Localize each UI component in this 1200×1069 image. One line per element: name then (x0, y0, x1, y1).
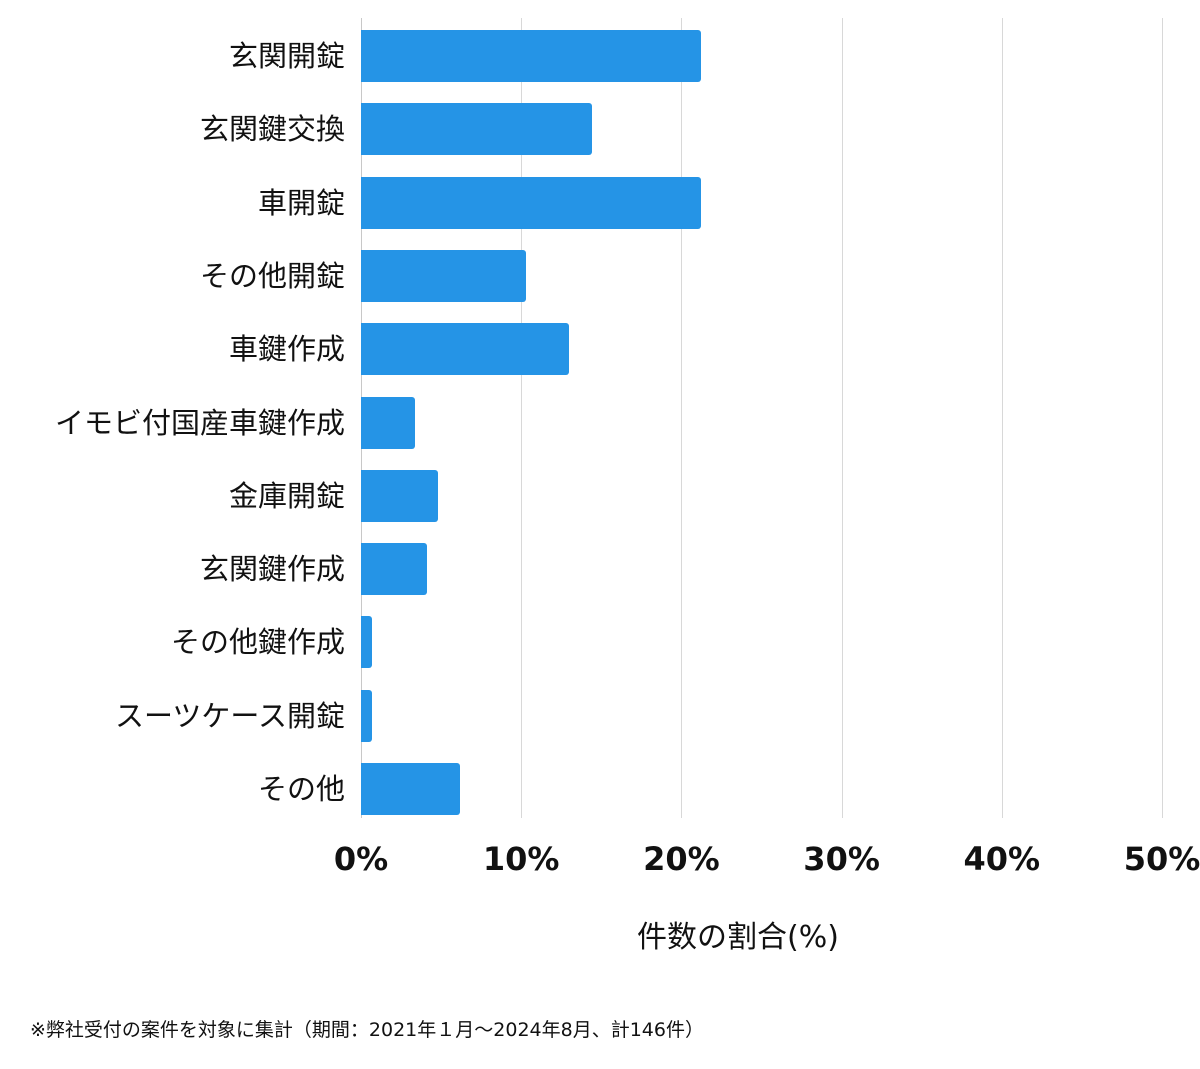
bar (361, 396, 416, 449)
bar (361, 469, 438, 522)
category-label: スーツケース開錠 (115, 698, 345, 733)
x-tick-label: 10% (482, 840, 560, 878)
gridline (681, 18, 683, 818)
bar (361, 249, 526, 302)
x-tick-label: 30% (803, 840, 880, 878)
category-label: その他 (257, 772, 345, 806)
category-label: 車鍵作成 (228, 332, 345, 367)
footnote: ※弊社受付の案件を対象に集計（期間：2021年１月〜2024年8月、計146件） (30, 1019, 704, 1041)
gridline (1162, 18, 1163, 818)
bar (361, 543, 427, 596)
bar (361, 689, 373, 742)
bar (361, 103, 592, 156)
category-label: イモビ付国産車鍵作成 (54, 405, 345, 440)
category-label: 玄関鍵作成 (199, 552, 345, 587)
x-axis-label: 件数の割合(%) (637, 920, 839, 955)
bar (361, 763, 461, 815)
bar (361, 616, 373, 669)
x-tick-label: 0% (333, 840, 389, 878)
bar (361, 30, 701, 82)
category-label: 玄関鍵交換 (199, 112, 345, 147)
category-label: 玄関開錠 (228, 39, 345, 73)
bar (361, 176, 701, 229)
gridline (841, 18, 843, 818)
category-label: 車開錠 (257, 185, 345, 220)
gridline (1001, 18, 1003, 818)
x-tick-label: 40% (963, 840, 1041, 878)
category-label: 金庫開錠 (228, 478, 345, 513)
x-tick-label: 50% (1123, 840, 1200, 878)
bar (361, 323, 570, 376)
gridline (521, 18, 523, 818)
category-label: その他鍵作成 (170, 625, 345, 660)
category-label: その他開錠 (199, 258, 345, 293)
x-tick-label: 20% (643, 840, 720, 878)
